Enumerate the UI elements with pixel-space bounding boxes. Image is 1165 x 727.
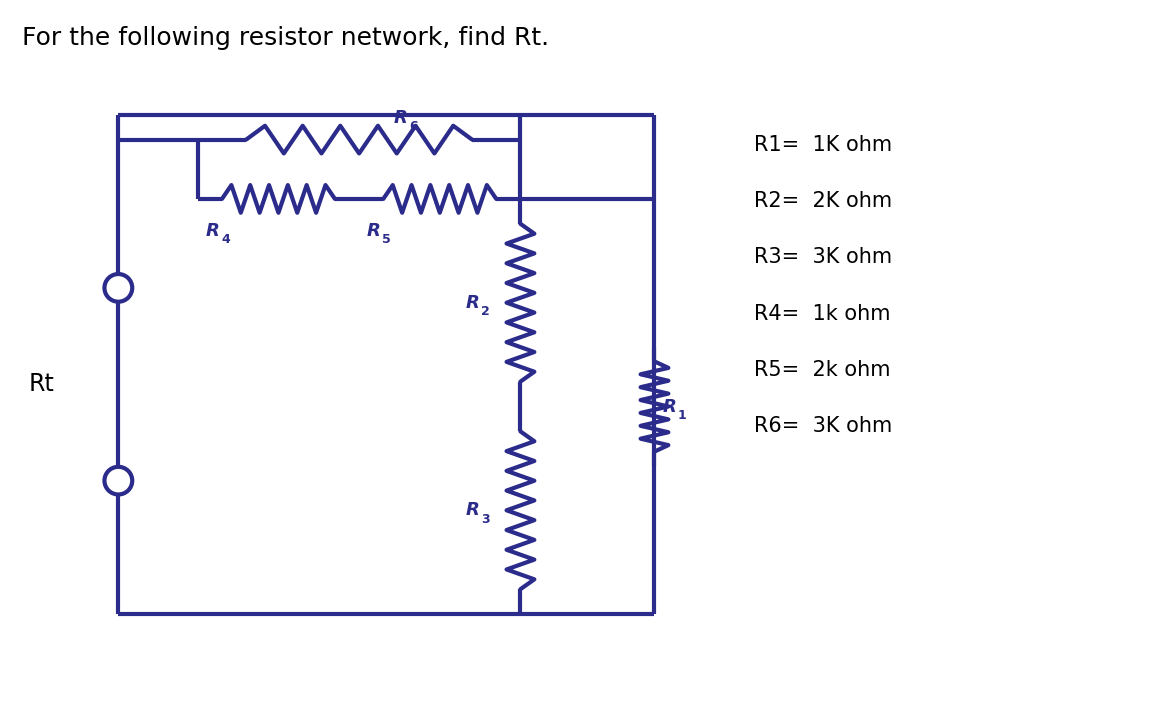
Text: R: R (206, 222, 219, 239)
Text: R: R (466, 294, 480, 312)
Text: R: R (367, 222, 381, 239)
Text: 4: 4 (221, 233, 230, 246)
Text: 1: 1 (678, 409, 686, 422)
Text: R: R (394, 109, 408, 126)
Text: R2=  2K ohm: R2= 2K ohm (754, 191, 892, 211)
Text: R: R (466, 502, 480, 519)
Text: For the following resistor network, find Rt.: For the following resistor network, find… (22, 26, 549, 50)
Text: R1=  1K ohm: R1= 1K ohm (754, 134, 892, 155)
Text: R6=  3K ohm: R6= 3K ohm (754, 417, 892, 436)
Text: Rt: Rt (29, 372, 55, 396)
Text: 5: 5 (382, 233, 391, 246)
Text: R4=  1k ohm: R4= 1k ohm (754, 304, 890, 324)
Text: R5=  2k ohm: R5= 2k ohm (754, 360, 890, 380)
Text: 6: 6 (409, 120, 418, 133)
Text: 3: 3 (481, 513, 489, 526)
Text: R3=  3K ohm: R3= 3K ohm (754, 247, 892, 268)
Text: 2: 2 (481, 305, 490, 318)
Text: R: R (663, 398, 677, 416)
